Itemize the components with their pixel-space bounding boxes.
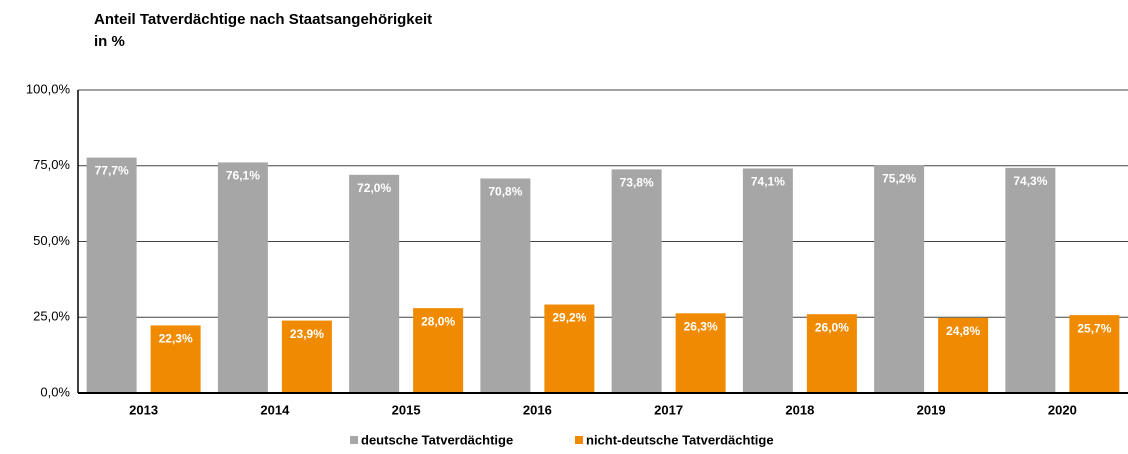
value-label: 29,2% [552, 311, 586, 325]
bar [806, 314, 857, 393]
bar [150, 325, 201, 393]
y-tick-label: 0,0% [40, 384, 70, 399]
value-label: 25,7% [1077, 321, 1111, 335]
y-tick-label: 25,0% [33, 309, 70, 324]
chart-title: Anteil Tatverdächtige nach Staatsangehör… [94, 11, 432, 28]
bar [1005, 167, 1056, 393]
legend-label: deutsche Tatverdächtige [361, 432, 513, 447]
value-label: 73,8% [620, 176, 654, 190]
x-tick-label: 2017 [654, 402, 683, 417]
bar [217, 162, 268, 393]
legend-swatch [575, 436, 583, 444]
bar [544, 304, 595, 393]
bar [938, 317, 989, 393]
x-tick-label: 2016 [523, 402, 552, 417]
bar [742, 168, 793, 393]
value-label: 22,3% [159, 332, 193, 346]
y-tick-label: 75,0% [33, 157, 70, 172]
bar [675, 313, 726, 393]
value-label: 77,7% [95, 164, 129, 178]
value-label: 74,1% [751, 175, 785, 189]
bar [349, 174, 400, 393]
x-tick-label: 2018 [785, 402, 814, 417]
x-tick-label: 2014 [260, 402, 290, 417]
value-label: 26,0% [815, 320, 849, 334]
value-label: 72,0% [357, 181, 391, 195]
value-label: 26,3% [684, 319, 718, 333]
bar [413, 308, 464, 393]
x-tick-label: 2013 [129, 402, 158, 417]
bar [874, 165, 925, 393]
bar [1069, 315, 1120, 393]
bar [480, 178, 531, 393]
bar [281, 320, 332, 393]
bar [86, 157, 137, 393]
x-tick-label: 2019 [917, 402, 946, 417]
chart-subtitle: in % [94, 33, 125, 50]
legend-swatch [350, 436, 358, 444]
value-label: 70,8% [488, 185, 522, 199]
value-label: 23,9% [290, 327, 324, 341]
value-label: 75,2% [882, 171, 916, 185]
bar [611, 169, 662, 393]
value-label: 76,1% [226, 169, 260, 183]
value-label: 28,0% [421, 314, 455, 328]
x-tick-label: 2015 [392, 402, 421, 417]
value-label: 24,8% [946, 324, 980, 338]
x-tick-label: 2020 [1048, 402, 1077, 417]
y-tick-label: 100,0% [26, 81, 71, 96]
value-label: 74,3% [1013, 174, 1047, 188]
legend-label: nicht-deutsche Tatverdächtige [586, 432, 774, 447]
y-tick-label: 50,0% [33, 233, 70, 248]
